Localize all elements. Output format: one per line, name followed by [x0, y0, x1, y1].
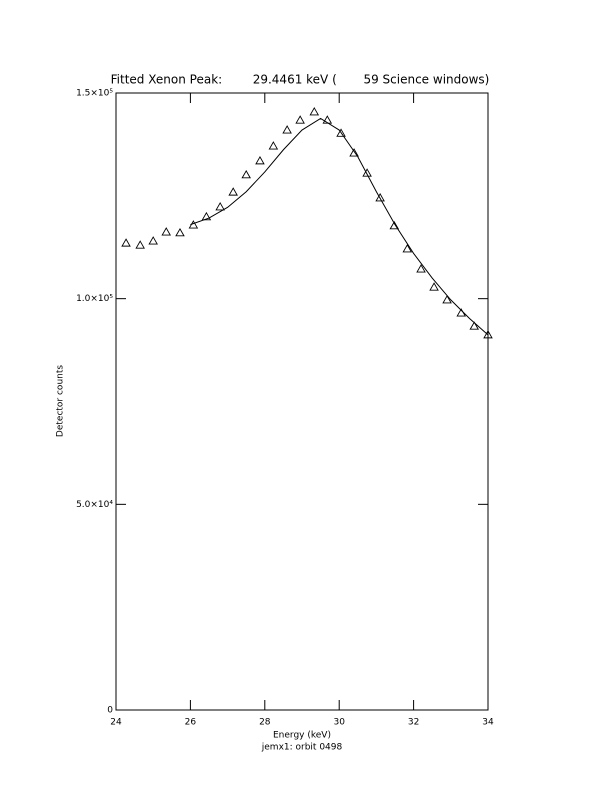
y-tick-label: 1.5×10⁵ — [76, 89, 113, 99]
data-point — [175, 227, 185, 237]
data-point — [161, 227, 171, 236]
data-point — [295, 115, 305, 124]
x-tick-label: 32 — [408, 718, 419, 728]
data-point — [442, 294, 452, 304]
x-axis-label: Energy (keV) — [273, 731, 331, 741]
plot-frame — [115, 92, 489, 711]
data-point — [402, 243, 413, 253]
data-point — [336, 128, 346, 137]
data-point — [429, 282, 439, 291]
data-point — [135, 240, 145, 249]
data-point — [362, 168, 372, 177]
chart-title: Fitted Xenon Peak: 29.4461 keV ( 59 Scie… — [111, 73, 490, 87]
footnote: jemx1: orbit 0498 — [261, 743, 343, 753]
data-point — [483, 329, 493, 339]
fit-line — [190, 117, 489, 336]
data-point — [469, 321, 480, 330]
y-tick-label: 0 — [107, 706, 113, 716]
data-point — [309, 107, 320, 116]
data-point — [215, 202, 225, 211]
data-point — [349, 148, 359, 157]
y-axis-label: Detector counts — [56, 365, 66, 437]
data-point — [255, 155, 265, 165]
x-tick-label: 26 — [185, 718, 197, 728]
data-point — [389, 220, 400, 230]
data-point — [282, 125, 292, 134]
x-tick-label: 34 — [482, 718, 494, 728]
data-point — [228, 187, 238, 196]
y-tick-label: 1.0×10⁵ — [76, 294, 113, 304]
y-tick-label: 5.0×10⁴ — [76, 500, 113, 510]
data-point — [416, 264, 426, 273]
data-point — [201, 211, 212, 221]
data-point — [148, 236, 158, 245]
x-tick-label: 28 — [259, 718, 271, 728]
x-tick-label: 30 — [333, 718, 345, 728]
data-point — [241, 169, 251, 179]
data-point — [268, 141, 279, 150]
x-tick-label: 24 — [110, 718, 122, 728]
data-point — [121, 238, 131, 247]
data-point — [375, 192, 385, 202]
